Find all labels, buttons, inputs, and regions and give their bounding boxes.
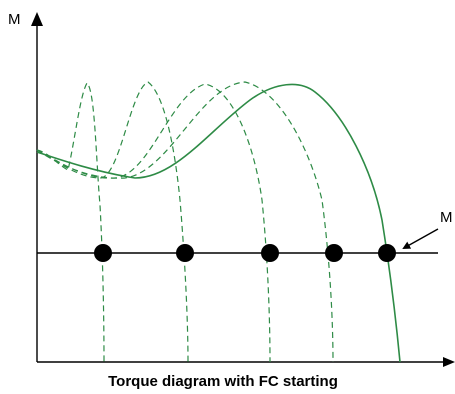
torque-curve-3 [36,83,271,363]
load-torque-label: M [440,209,453,226]
x-axis-arrow-icon [443,357,455,367]
operating-point-5 [378,244,396,262]
operating-point-3 [261,244,279,262]
load-pointer-arrow-icon [402,228,439,249]
operating-point-2 [176,244,194,262]
torque-curve-nominal [36,83,401,363]
y-axis-arrow-icon [31,12,43,26]
y-axis-label: M [8,11,21,28]
diagram-caption: Torque diagram with FC starting [108,373,338,390]
torque-curve-4 [36,81,334,363]
torque-curve-1 [36,82,105,363]
operating-point-4 [325,244,343,262]
operating-point-1 [94,244,112,262]
torque-curve-2 [36,81,189,363]
